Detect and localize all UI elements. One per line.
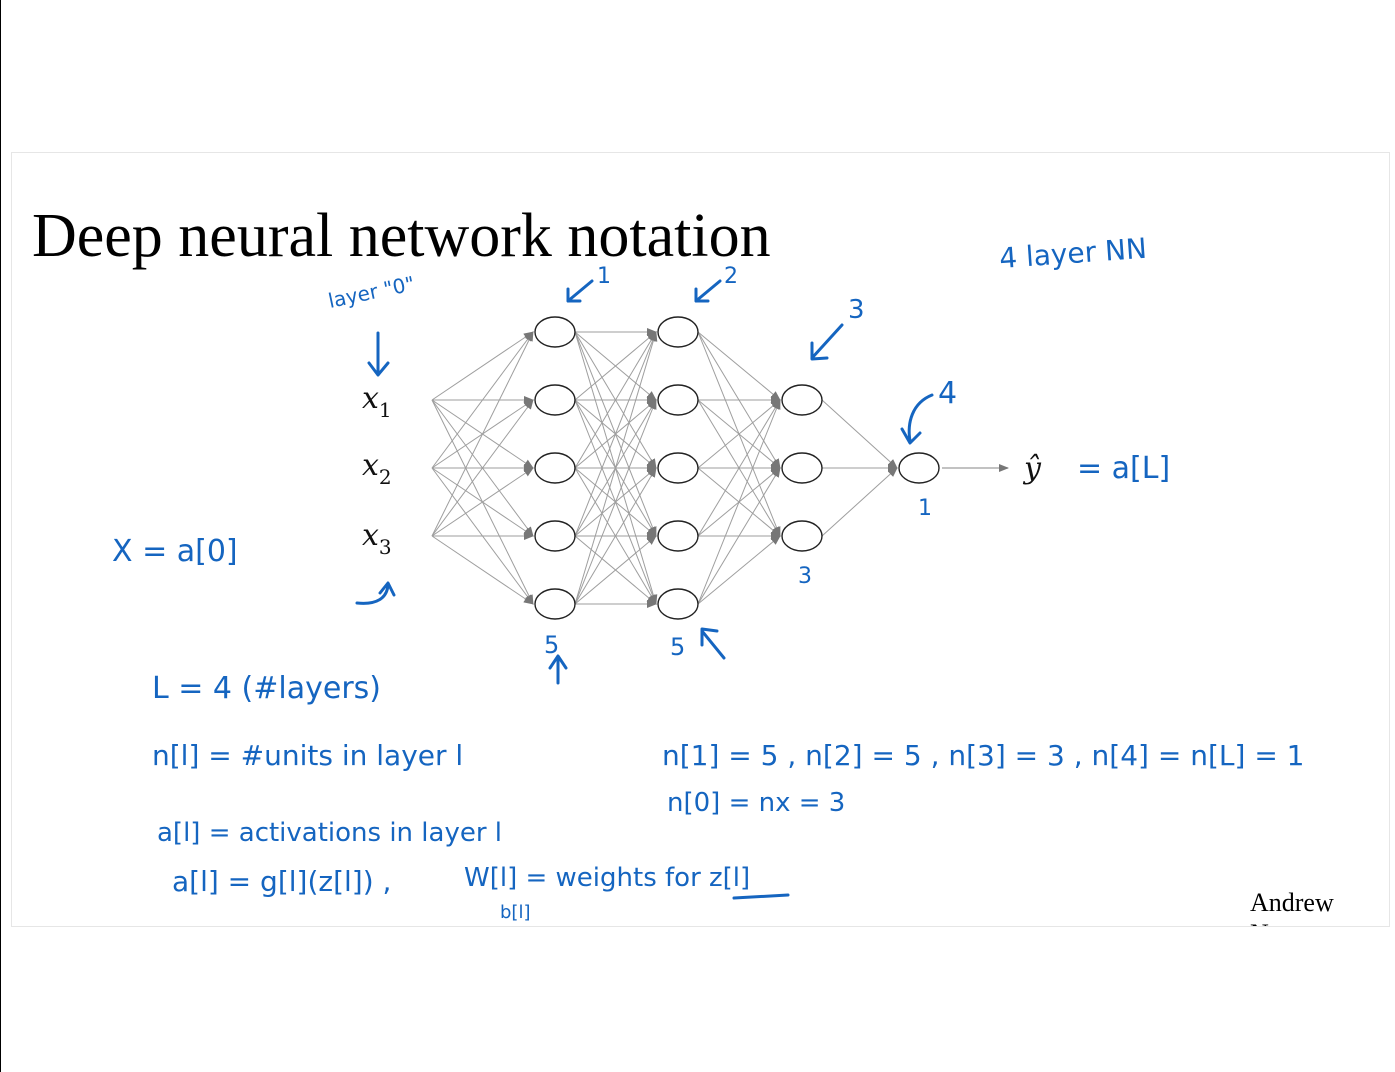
edge-l0-2-to-1-0 (431, 331, 534, 537)
edge-l2-4-to-3-1 (697, 467, 781, 605)
node-layer3-unit2 (781, 452, 823, 484)
layer-2-unit-count: 5 (670, 633, 685, 661)
layer-1-number: 1 (597, 264, 611, 289)
layer-2-arrow (694, 279, 722, 303)
input-label-x2: x2 (362, 448, 392, 489)
node-layer2-unit4 (657, 520, 699, 552)
edge-l2-4-to-3-2 (697, 535, 781, 605)
layer-1-unit-count: 5 (544, 631, 559, 659)
layer-zero-note: layer "0" (326, 271, 417, 313)
layer-4-arrow (900, 393, 934, 445)
edge-l1-2-to-2-0 (574, 331, 657, 469)
network-nodes (534, 316, 940, 620)
node-layer4-unit1 (898, 452, 940, 484)
note-weights-definition: W[l] = weights for z[l] (464, 863, 750, 893)
slide: Deep neural network notation x1 x2 x3 ŷ … (11, 152, 1390, 927)
node-layer2-unit1 (657, 316, 699, 348)
layer-3-number: 3 (848, 295, 865, 325)
edge-l0-1-to-1-0 (431, 331, 534, 469)
input-curve-arrow (355, 581, 396, 605)
node-layer3-unit1 (781, 384, 823, 416)
edge-l1-4-to-2-1 (574, 399, 657, 605)
output-label-yhat: ŷ (1022, 451, 1042, 486)
note-units-definition: n[l] = #units in layer l (152, 739, 463, 772)
node-layer1-unit4 (534, 520, 576, 552)
z-underline (732, 893, 790, 900)
edge-l2-2-to-3-0 (697, 399, 781, 469)
layer-1-up-arrow (548, 654, 568, 685)
left-edge-rule (0, 0, 1, 1072)
input-equation: X = a[0] (112, 534, 238, 569)
output-equation: = a[L] (1077, 451, 1170, 486)
edge-l1-3-to-2-0 (574, 331, 657, 537)
node-layer1-unit2 (534, 384, 576, 416)
note-num-layers: L = 4 (#layers) (152, 671, 381, 706)
edge-l1-4-to-2-0 (574, 331, 658, 605)
input-label-x1: x1 (362, 381, 392, 422)
edge-l1-4-to-2-2 (574, 467, 657, 605)
layer-4-number: 4 (938, 376, 957, 411)
layer-1-arrow (566, 279, 594, 303)
edge-l0-2-to-1-4 (431, 535, 534, 605)
edge-l3-2-to-4-0 (821, 467, 898, 537)
edge-l2-3-to-3-0 (697, 399, 781, 537)
note-bias-label: b[l] (500, 902, 530, 923)
edge-l1-4-to-2-3 (574, 535, 657, 605)
note-input-size: n[0] = nx = 3 (667, 788, 845, 818)
input-label-x3: x3 (362, 518, 392, 559)
layer-2-up-arrow (700, 627, 726, 660)
node-layer2-unit3 (657, 452, 699, 484)
node-layer1-unit5 (534, 588, 576, 620)
edge-l2-0-to-3-0 (697, 331, 781, 401)
layer-3-arrow (810, 323, 844, 361)
layer-2-number: 2 (724, 264, 738, 289)
network-type-note: 4 layer NN (998, 232, 1148, 275)
connection-edges (431, 328, 898, 608)
edge-l0-0-to-1-0 (431, 331, 534, 401)
edge-l2-4-to-3-0 (697, 399, 781, 605)
layer-3-unit-count: 3 (798, 564, 812, 589)
edge-l1-1-to-2-0 (574, 331, 657, 401)
arrow-to-inputs (367, 331, 390, 377)
layer-4-unit-count: 1 (918, 496, 932, 521)
node-layer2-unit5 (657, 588, 699, 620)
footer-credit: Andrew Ng (1250, 888, 1334, 926)
node-layer3-unit3 (781, 520, 823, 552)
edge-l0-2-to-1-1 (431, 399, 534, 537)
note-activations-definition: a[l] = activations in layer l (157, 818, 502, 848)
node-layer1-unit3 (534, 452, 576, 484)
slide-title: Deep neural network notation (32, 202, 771, 270)
network-diagram: x1 x2 x3 ŷ layer "0" 1 2 3 4 5 5 3 1 4 l… (112, 232, 1305, 923)
node-layer2-unit2 (657, 384, 699, 416)
note-layer-sizes: n[1] = 5 , n[2] = 5 , n[3] = 3 , n[4] = … (662, 739, 1305, 772)
edge-l3-0-to-4-0 (821, 399, 898, 469)
edge-l0-2-to-1-2 (431, 467, 534, 537)
note-activation-formula: a[l] = g[l](z[l]) , (172, 865, 391, 898)
node-layer1-unit1 (534, 316, 576, 348)
